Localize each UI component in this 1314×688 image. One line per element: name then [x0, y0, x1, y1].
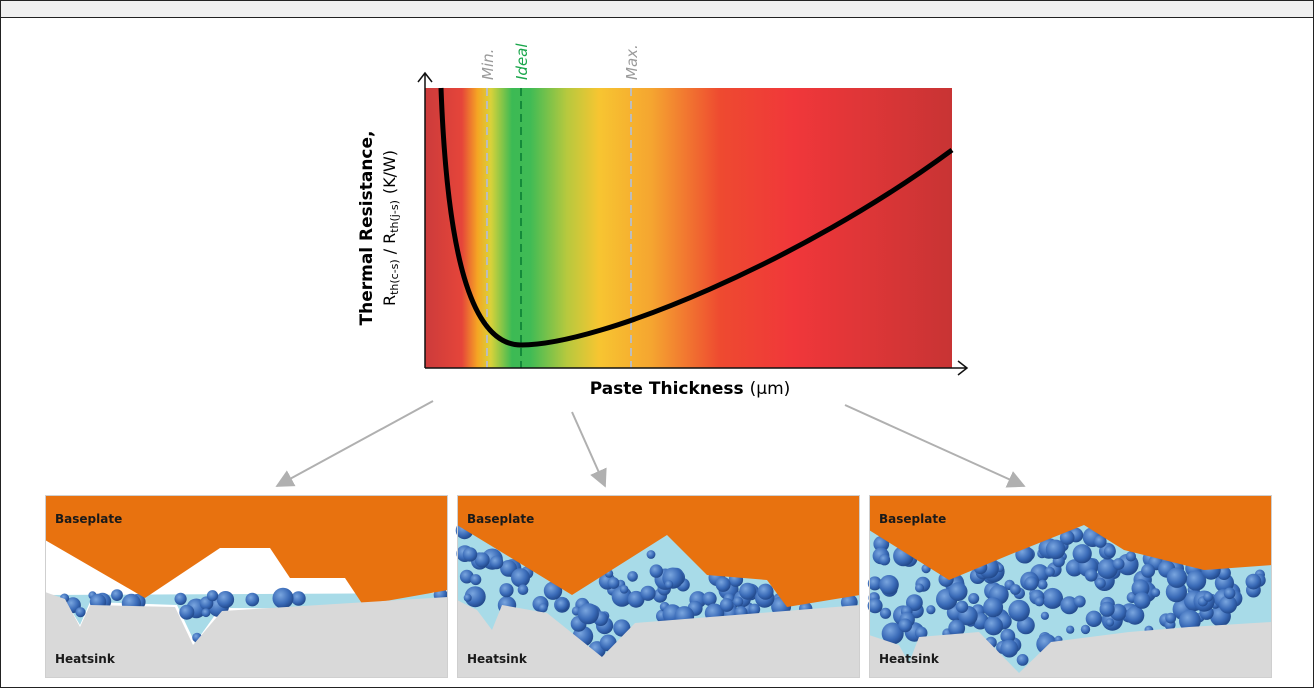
interface-panel: Baseplate Heatsink — [868, 495, 1272, 678]
particle — [1224, 588, 1236, 600]
particle — [470, 574, 481, 585]
particle — [1081, 625, 1090, 634]
particle — [1046, 540, 1066, 560]
heatsink-label: Heatsink — [879, 652, 940, 666]
particle — [915, 584, 924, 593]
particle — [217, 591, 234, 608]
baseplate-label: Baseplate — [55, 512, 122, 526]
particle — [111, 589, 123, 601]
y-symbol: R — [380, 233, 399, 244]
particle — [720, 598, 734, 612]
particle — [578, 603, 599, 624]
heatsink-label: Heatsink — [467, 652, 528, 666]
particle — [620, 585, 629, 594]
particle — [1066, 626, 1074, 634]
particle — [1035, 597, 1045, 607]
particle — [879, 575, 899, 595]
particle — [956, 601, 968, 613]
particle — [1017, 654, 1029, 666]
particle — [1095, 578, 1106, 589]
particle — [647, 550, 656, 559]
particle — [1100, 602, 1115, 617]
particle — [1141, 564, 1155, 578]
particle — [1165, 613, 1176, 624]
particle — [463, 547, 477, 561]
particle — [175, 593, 187, 605]
particle — [1042, 588, 1063, 609]
particle — [1151, 588, 1160, 597]
particle — [1167, 568, 1187, 588]
particle — [984, 617, 1003, 636]
interface-panel: Baseplate Heatsink — [45, 495, 448, 678]
particle — [627, 571, 638, 582]
particle — [75, 607, 85, 617]
particle — [650, 564, 663, 577]
particle — [739, 583, 756, 600]
baseplate-label: Baseplate — [467, 512, 534, 526]
particle — [1045, 567, 1055, 577]
particle — [1010, 584, 1021, 595]
particle — [490, 556, 504, 570]
particle — [1074, 596, 1086, 608]
particle — [898, 619, 912, 633]
particle — [733, 597, 743, 607]
particle — [518, 584, 529, 595]
panels: BaseplateHeatsinkBaseplateHeatsinkBasepl… — [45, 495, 1272, 678]
particle — [1106, 618, 1114, 626]
page: Min. Ideal Max. Thermal Resistance, Rth(… — [0, 0, 1314, 688]
particle — [179, 605, 194, 620]
heat-band — [425, 88, 952, 368]
particle — [202, 608, 211, 617]
particle — [1024, 576, 1038, 590]
y-unit-text: (K/W) — [380, 150, 399, 194]
particle — [1085, 569, 1098, 582]
x-label: Paste Thickness (µm) — [590, 379, 791, 399]
particle — [716, 577, 731, 592]
particle — [464, 594, 472, 602]
particle — [499, 583, 513, 597]
particle — [1041, 612, 1049, 620]
y-separator: / — [380, 248, 399, 254]
particle — [511, 568, 530, 587]
particle — [879, 554, 890, 565]
particle — [1203, 592, 1213, 602]
particle — [983, 597, 1003, 617]
particle — [246, 593, 260, 607]
y-subscript: th(j-s) — [388, 200, 401, 233]
min-label: Min. — [479, 49, 497, 80]
max-label: Max. — [623, 44, 641, 80]
x-unit: (µm) — [750, 379, 791, 399]
particle — [556, 598, 569, 611]
particle — [949, 582, 968, 601]
heatsink-label: Heatsink — [55, 652, 116, 666]
particle — [1000, 640, 1018, 658]
y-symbol: R — [380, 295, 399, 306]
y-subscript: th(c-s) — [388, 259, 401, 295]
particle — [968, 593, 979, 604]
particle — [757, 584, 773, 600]
particle — [1126, 606, 1145, 625]
particle — [1086, 611, 1102, 627]
particle — [1073, 544, 1092, 563]
particle — [207, 590, 218, 601]
particle — [640, 586, 655, 601]
particle — [1038, 580, 1048, 590]
particle — [539, 603, 548, 612]
particle — [608, 577, 620, 589]
baseplate-label: Baseplate — [879, 512, 946, 526]
x-title: Paste Thickness — [590, 379, 744, 399]
y-title: Thermal Resistance, — [357, 131, 377, 326]
particle — [1104, 546, 1116, 558]
particle — [1126, 551, 1136, 561]
particle — [1113, 558, 1125, 570]
ideal-label: Ideal — [513, 43, 531, 80]
particle — [926, 605, 935, 614]
particle — [1134, 592, 1151, 609]
particle — [665, 580, 673, 588]
particle — [273, 588, 294, 609]
particle — [1008, 600, 1030, 622]
interface-panel: Baseplate Heatsink — [456, 495, 860, 678]
top-bar — [1, 1, 1314, 18]
particle — [1246, 574, 1262, 590]
